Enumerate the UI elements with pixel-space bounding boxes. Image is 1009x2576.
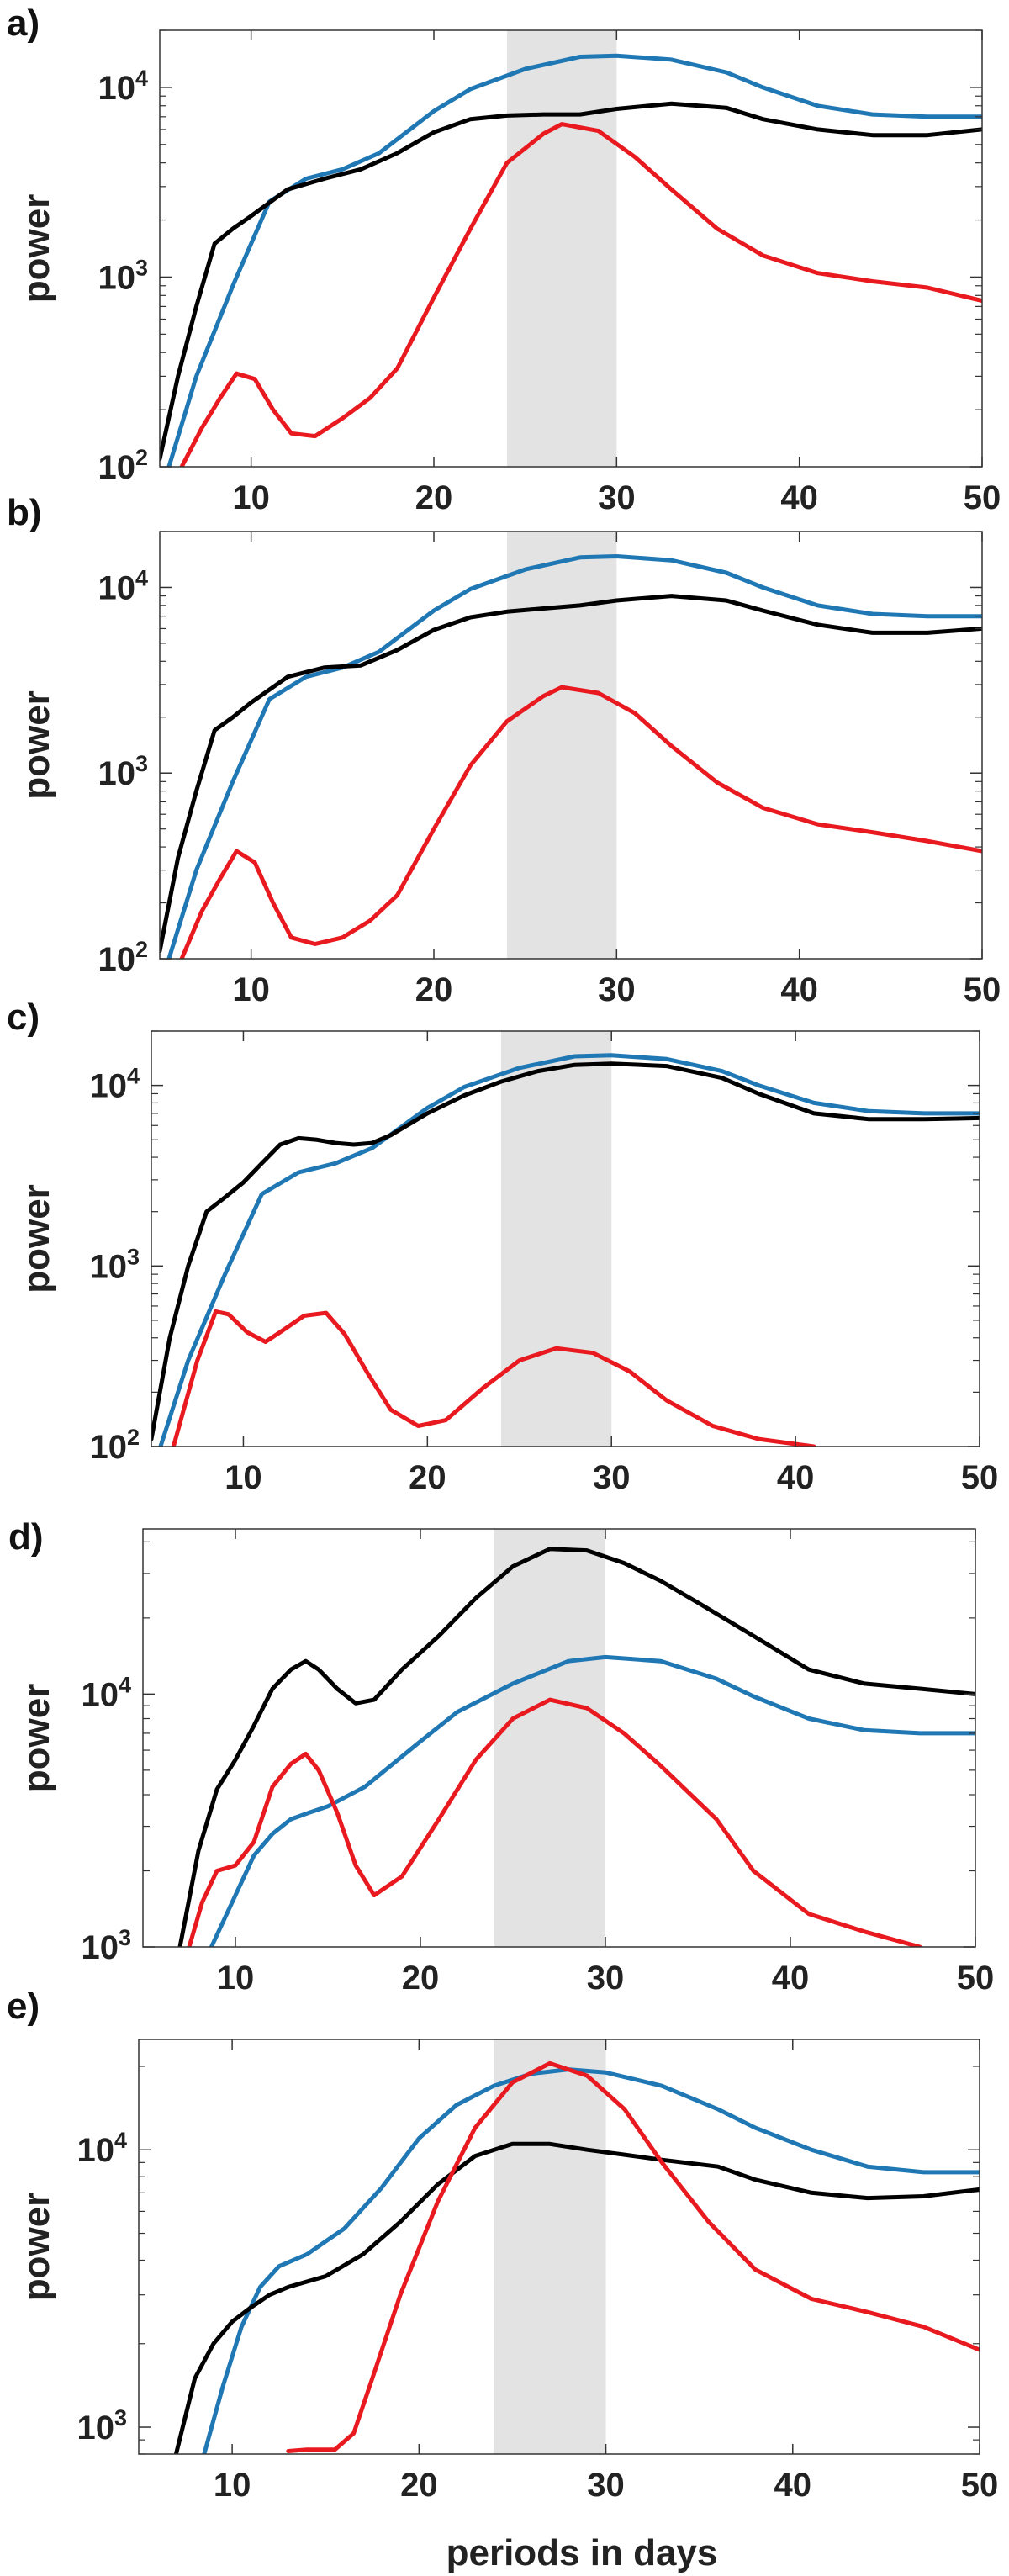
x-tick-label: 10 [217, 1960, 255, 1997]
x-tick-label: 30 [587, 2467, 625, 2504]
series-line [160, 101, 982, 462]
x-tick-label: 30 [587, 1960, 625, 1997]
x-tick-label: 10 [232, 971, 270, 1008]
series-line [179, 122, 982, 467]
series-line [177, 1547, 975, 1947]
x-tick-label: 20 [409, 1459, 446, 1496]
y-axis-label: power [16, 690, 57, 800]
x-tick-label: 50 [961, 1459, 999, 1496]
shaded-region [506, 30, 617, 467]
series-line [202, 2067, 980, 2454]
y-axis-label: power [16, 1184, 57, 1293]
panel-e: 103 104 10 20 30 40 50 power e) [7, 1986, 998, 2504]
x-tick-label: 20 [415, 971, 453, 1008]
y-tick-label: 104 [98, 565, 148, 606]
shaded-region [494, 2039, 606, 2454]
panel-c: 102 103 104 10 20 30 40 50 power c) [7, 997, 998, 1496]
y-axis-label: power [16, 2193, 57, 2302]
series-group [173, 2060, 980, 2454]
panel-a: 102 103 104 10 20 30 40 50 power a) [7, 3, 1001, 516]
x-tick-label: 40 [772, 1960, 810, 1997]
panel-label: d) [8, 1516, 44, 1558]
x-tick-label: 30 [593, 1459, 631, 1496]
y-tick-label: 103 [81, 1925, 131, 1966]
y-tick-label: 102 [98, 937, 148, 978]
x-tick-label: 40 [780, 971, 818, 1008]
series-line [171, 1309, 816, 1447]
y-tick-label: 103 [89, 1244, 140, 1285]
x-tick-label: 30 [598, 479, 636, 516]
series-line [173, 2141, 980, 2454]
x-tick-label: 20 [400, 2467, 438, 2504]
series-group [177, 1547, 975, 1947]
y-tick-label: 104 [77, 2128, 127, 2169]
x-tick-label: 50 [961, 2467, 999, 2504]
x-axis-label: periods in days [446, 2532, 718, 2573]
shaded-region [494, 1529, 605, 1947]
y-tick-label: 104 [98, 66, 148, 107]
series-line [158, 1053, 980, 1447]
panel-d: 103 104 10 20 30 40 50 power d) [8, 1516, 994, 1997]
axes-box [138, 2039, 980, 2455]
y-axis-label: power [16, 194, 57, 304]
panel-label: b) [7, 492, 42, 533]
x-tick-label: 10 [214, 2467, 251, 2504]
x-tick-label: 50 [964, 479, 1001, 516]
y-tick-label: 102 [98, 445, 148, 486]
series-line [160, 594, 982, 954]
x-tick-label: 40 [774, 2467, 812, 2504]
x-tick-label: 10 [225, 1459, 262, 1496]
axes-box [159, 531, 983, 960]
panel-label: e) [7, 1986, 40, 2027]
series-group [160, 554, 982, 959]
series-line [187, 1697, 922, 1947]
shaded-region [506, 532, 617, 959]
series-line [179, 685, 982, 959]
y-tick-label: 102 [89, 1425, 140, 1466]
series-group [160, 53, 982, 467]
axes-box [142, 1528, 976, 1948]
series-group [151, 1053, 980, 1447]
y-axis-label: power [16, 1684, 57, 1793]
y-tick-label: 103 [98, 751, 148, 792]
axes-box [159, 29, 983, 468]
series-line [166, 554, 982, 959]
panel-label: c) [7, 997, 40, 1038]
panel-b: 102 103 104 10 20 30 40 50 power b) [7, 492, 1001, 1008]
y-tick-label: 104 [81, 1672, 131, 1713]
x-tick-label: 50 [957, 1960, 995, 1997]
series-line [151, 1061, 980, 1441]
x-tick-label: 30 [598, 971, 636, 1008]
x-tick-label: 40 [777, 1459, 815, 1496]
series-line [209, 1654, 975, 1947]
series-line [286, 2060, 980, 2453]
y-tick-label: 103 [77, 2405, 127, 2446]
shaded-region [500, 1031, 612, 1447]
x-tick-label: 50 [964, 971, 1001, 1008]
x-tick-label: 20 [402, 1960, 440, 1997]
axes-box [151, 1030, 980, 1447]
x-tick-label: 40 [780, 479, 818, 516]
y-tick-label: 103 [98, 255, 148, 296]
panel-label: a) [7, 3, 40, 44]
x-tick-label: 20 [415, 479, 453, 516]
y-tick-label: 104 [89, 1064, 140, 1105]
x-tick-label: 10 [232, 479, 270, 516]
